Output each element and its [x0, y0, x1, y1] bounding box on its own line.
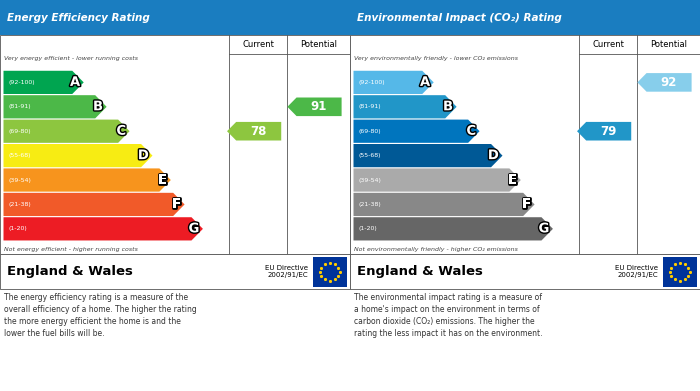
Text: C: C — [466, 125, 476, 138]
Text: F: F — [172, 198, 181, 211]
Polygon shape — [577, 122, 631, 140]
Text: D: D — [488, 149, 499, 162]
Text: Not energy efficient - higher running costs: Not energy efficient - higher running co… — [4, 247, 137, 252]
FancyBboxPatch shape — [314, 257, 346, 287]
Polygon shape — [288, 97, 342, 116]
Text: (81-91): (81-91) — [358, 104, 382, 109]
Text: Current: Current — [242, 40, 274, 49]
Text: (39-54): (39-54) — [358, 178, 382, 183]
Text: (92-100): (92-100) — [8, 80, 36, 85]
FancyBboxPatch shape — [350, 0, 700, 35]
Text: The energy efficiency rating is a measure of the
overall efficiency of a home. T: The energy efficiency rating is a measur… — [4, 293, 196, 338]
FancyBboxPatch shape — [0, 0, 350, 35]
Text: (92-100): (92-100) — [358, 80, 386, 85]
Text: Current: Current — [592, 40, 624, 49]
Polygon shape — [354, 144, 503, 167]
Text: (69-80): (69-80) — [8, 129, 32, 134]
Text: England & Wales: England & Wales — [7, 265, 133, 278]
Text: G: G — [538, 222, 550, 235]
Polygon shape — [354, 169, 521, 192]
Text: The environmental impact rating is a measure of
a home's impact on the environme: The environmental impact rating is a mea… — [354, 293, 542, 338]
Text: Environmental Impact (CO₂) Rating: Environmental Impact (CO₂) Rating — [357, 13, 561, 23]
Text: A: A — [70, 76, 80, 89]
FancyBboxPatch shape — [350, 254, 700, 289]
Text: Very environmentally friendly - lower CO₂ emissions: Very environmentally friendly - lower CO… — [354, 56, 517, 61]
Polygon shape — [4, 193, 185, 216]
Text: 78: 78 — [250, 125, 266, 138]
FancyBboxPatch shape — [0, 35, 350, 254]
Text: (69-80): (69-80) — [358, 129, 382, 134]
Text: England & Wales: England & Wales — [357, 265, 483, 278]
Text: F: F — [522, 198, 531, 211]
Text: (21-38): (21-38) — [8, 202, 32, 207]
Text: Very energy efficient - lower running costs: Very energy efficient - lower running co… — [4, 56, 137, 61]
Text: Potential: Potential — [650, 40, 687, 49]
Text: Not environmentally friendly - higher CO₂ emissions: Not environmentally friendly - higher CO… — [354, 247, 517, 252]
Text: (1-20): (1-20) — [358, 226, 377, 231]
Text: (81-91): (81-91) — [8, 104, 32, 109]
Polygon shape — [4, 120, 130, 143]
Text: (21-38): (21-38) — [358, 202, 382, 207]
Text: (1-20): (1-20) — [8, 226, 27, 231]
Polygon shape — [354, 71, 434, 94]
Text: (55-68): (55-68) — [358, 153, 382, 158]
FancyBboxPatch shape — [664, 257, 696, 287]
Text: 92: 92 — [660, 76, 677, 89]
Text: A: A — [420, 76, 430, 89]
Text: D: D — [138, 149, 149, 162]
Text: EU Directive
2002/91/EC: EU Directive 2002/91/EC — [265, 265, 308, 278]
FancyBboxPatch shape — [0, 254, 350, 289]
Text: C: C — [116, 125, 126, 138]
Polygon shape — [354, 120, 480, 143]
Text: B: B — [93, 100, 103, 113]
Text: G: G — [188, 222, 199, 235]
Text: EU Directive
2002/91/EC: EU Directive 2002/91/EC — [615, 265, 658, 278]
Polygon shape — [354, 193, 535, 216]
Text: E: E — [158, 174, 167, 187]
Text: E: E — [508, 174, 517, 187]
Polygon shape — [354, 95, 456, 118]
Polygon shape — [227, 122, 281, 140]
Text: 91: 91 — [310, 100, 327, 113]
Text: 79: 79 — [600, 125, 616, 138]
Polygon shape — [4, 217, 203, 240]
FancyBboxPatch shape — [350, 35, 700, 254]
Polygon shape — [4, 71, 84, 94]
Text: (39-54): (39-54) — [8, 178, 32, 183]
Polygon shape — [638, 73, 692, 91]
Text: Potential: Potential — [300, 40, 337, 49]
Polygon shape — [4, 169, 171, 192]
Polygon shape — [4, 95, 106, 118]
Text: B: B — [443, 100, 453, 113]
Text: Energy Efficiency Rating: Energy Efficiency Rating — [7, 13, 150, 23]
Text: (55-68): (55-68) — [8, 153, 32, 158]
Polygon shape — [354, 217, 553, 240]
Polygon shape — [4, 144, 153, 167]
